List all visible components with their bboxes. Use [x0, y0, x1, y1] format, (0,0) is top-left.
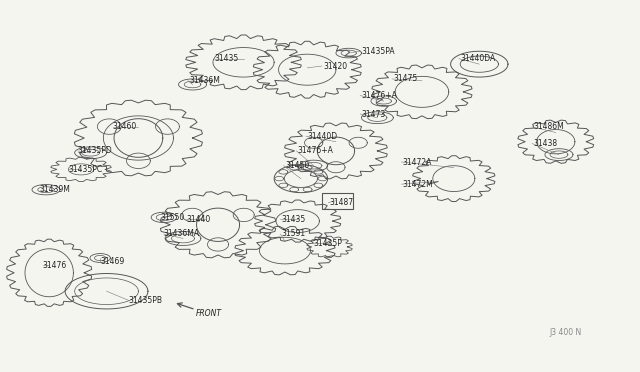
- Text: 31436M: 31436M: [189, 76, 220, 85]
- Text: 31436MA: 31436MA: [164, 230, 200, 238]
- Text: 31487: 31487: [330, 198, 354, 207]
- Text: 31460: 31460: [113, 122, 137, 131]
- Text: 31476: 31476: [43, 261, 67, 270]
- Text: 31438: 31438: [534, 139, 557, 148]
- Text: 31476+A: 31476+A: [298, 147, 333, 155]
- Text: 31440DA: 31440DA: [460, 54, 495, 63]
- Text: 31469: 31469: [100, 257, 124, 266]
- Text: 31440D: 31440D: [307, 132, 337, 141]
- Text: 31486M: 31486M: [534, 122, 564, 131]
- Text: 31476+A: 31476+A: [362, 91, 397, 100]
- Text: 31440: 31440: [186, 215, 211, 224]
- Text: 31450: 31450: [285, 161, 309, 170]
- Text: 31439M: 31439M: [40, 185, 70, 194]
- Text: 31475: 31475: [394, 74, 417, 83]
- Text: 31550: 31550: [161, 213, 185, 222]
- Text: J3 400 N: J3 400 N: [549, 328, 581, 337]
- Text: 31435P: 31435P: [314, 239, 342, 248]
- Text: 31472A: 31472A: [403, 157, 432, 167]
- Text: 31435PB: 31435PB: [129, 296, 163, 305]
- Text: 31472M: 31472M: [403, 180, 433, 189]
- Text: 31591: 31591: [282, 230, 306, 238]
- Text: 31435PC: 31435PC: [68, 165, 102, 174]
- Text: 31420: 31420: [323, 61, 348, 71]
- Text: 31435: 31435: [282, 215, 306, 224]
- Text: FRONT: FRONT: [196, 309, 221, 318]
- Text: 31435PD: 31435PD: [78, 147, 113, 155]
- Text: 31435: 31435: [215, 54, 239, 63]
- Text: 31435PA: 31435PA: [362, 47, 395, 56]
- Text: 31473: 31473: [362, 109, 386, 119]
